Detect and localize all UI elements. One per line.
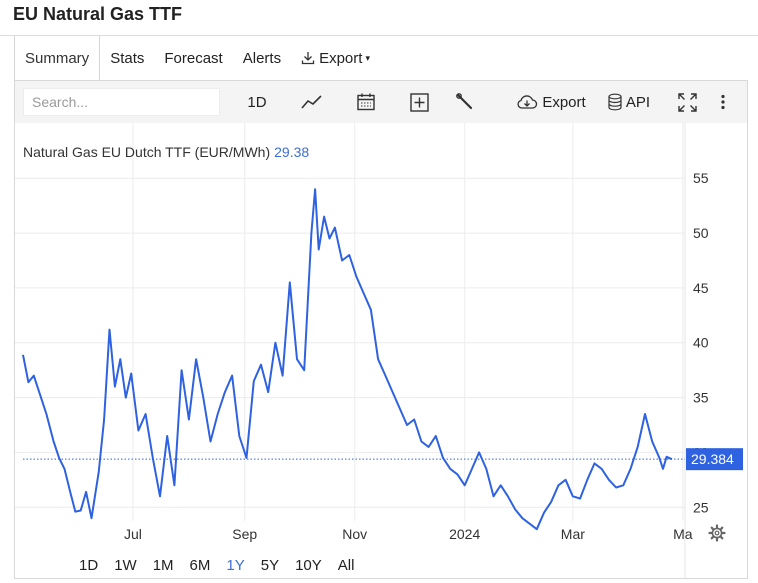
tab-forecast[interactable]: Forecast — [164, 49, 223, 67]
chart-toolbar: 1D Export API — [15, 81, 747, 123]
range-button-all[interactable]: All — [337, 557, 355, 574]
tab-alerts[interactable]: Alerts — [242, 49, 282, 67]
more-vertical-icon[interactable] — [715, 88, 731, 116]
api-label: API — [625, 93, 651, 111]
tab-bar: Summary Stats Forecast Alerts Export ▾ — [14, 36, 380, 80]
x-tick-label: 2024 — [449, 526, 480, 542]
range-button-5y[interactable]: 5Y — [260, 557, 280, 574]
last-price-badge-label: 29.384 — [691, 451, 734, 467]
y-tick-label: 45 — [693, 280, 709, 296]
tab-export[interactable]: Export ▾ — [291, 36, 380, 80]
api-button[interactable]: API — [606, 88, 652, 116]
gear-icon[interactable] — [708, 524, 726, 542]
y-tick-label: 40 — [693, 335, 709, 351]
range-button-1d[interactable]: 1D — [79, 557, 99, 574]
range-button-1w[interactable]: 1W — [114, 557, 137, 574]
tab-export-label: Export — [319, 49, 363, 67]
range-button-6m[interactable]: 6M — [189, 557, 211, 574]
chart-panel: 1D Export API — [14, 80, 748, 579]
y-tick-label: 35 — [693, 390, 709, 406]
x-tick-label: Mar — [561, 526, 585, 542]
search-input[interactable] — [23, 88, 220, 116]
tab-stats[interactable]: Stats — [110, 49, 145, 67]
tab-summary[interactable]: Summary — [14, 36, 101, 80]
price-line — [22, 188, 673, 531]
x-tick-label: Jul — [124, 526, 142, 542]
plus-square-icon[interactable] — [407, 88, 431, 116]
range-button-1m[interactable]: 1M — [152, 557, 174, 574]
chart-legend: Natural Gas EU Dutch TTF (EUR/MWh) 29.38 — [23, 144, 309, 160]
y-tick-label: 55 — [693, 170, 709, 186]
range-selector: 1D 1W 1M 6M 1Y 5Y 10Y All — [71, 557, 362, 579]
legend-series-name: Natural Gas EU Dutch TTF (EUR/MWh) — [23, 144, 271, 160]
range-button-1y[interactable]: 1Y — [226, 557, 245, 574]
calendar-icon[interactable] — [354, 88, 378, 116]
x-tick-label: Sep — [232, 526, 257, 542]
title-divider — [0, 35, 758, 36]
line-chart-icon[interactable] — [299, 88, 325, 116]
y-tick-label: 50 — [693, 225, 709, 241]
y-tick-label: 25 — [693, 499, 709, 515]
interval-button[interactable]: 1D — [247, 93, 267, 111]
x-tick-label: Ma — [673, 526, 693, 542]
fullscreen-icon[interactable] — [675, 88, 699, 116]
download-icon — [301, 51, 315, 65]
x-tick-label: Nov — [342, 526, 367, 542]
export-label: Export — [542, 93, 586, 111]
last-price-badge — [686, 448, 743, 471]
wrench-icon[interactable] — [453, 88, 477, 116]
cloud-download-icon — [516, 94, 538, 110]
caret-down-icon: ▾ — [365, 52, 370, 63]
export-button[interactable]: Export — [515, 88, 587, 116]
range-button-10y[interactable]: 10Y — [295, 557, 322, 574]
legend-last-value: 29.38 — [274, 144, 310, 160]
page-title: EU Natural Gas TTF — [13, 4, 183, 24]
database-icon — [608, 93, 622, 111]
